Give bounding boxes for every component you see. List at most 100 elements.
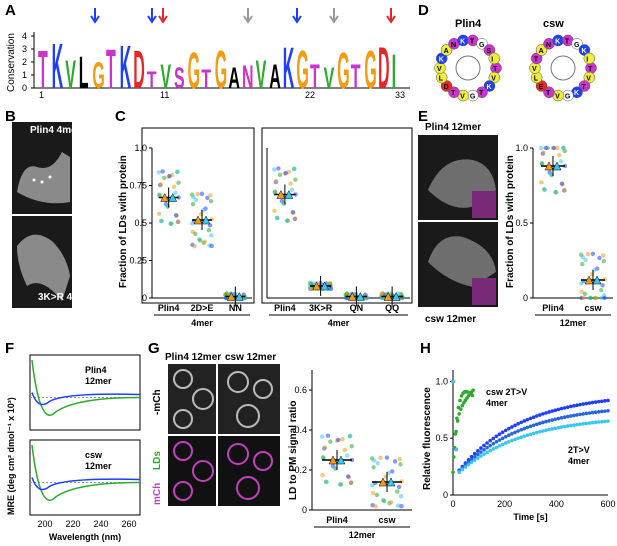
logo-arrow (147, 8, 157, 24)
h-point-2tv (528, 416, 533, 421)
data-point (200, 208, 206, 213)
f-green-curve (31, 444, 141, 501)
h-point-2tv (491, 436, 496, 441)
micrograph-g-plin4-merge (168, 436, 216, 506)
h-point-2tv (482, 452, 486, 456)
panel-h-letter: H (420, 340, 431, 357)
panel-e-letter: E (418, 108, 429, 125)
data-point (272, 189, 278, 194)
data-point (594, 295, 599, 301)
logo-xtick-label: 11 (160, 90, 169, 100)
data-point (328, 439, 333, 444)
data-point (175, 169, 180, 174)
f-xtick-label: 220 (65, 519, 80, 529)
h-ytick-label: 0 (443, 490, 448, 500)
h-point-2tv (575, 413, 579, 417)
data-point (600, 283, 605, 288)
h-point-2tv (600, 399, 604, 404)
ytick-label: 0.4 (294, 425, 307, 435)
h-point-csw (459, 394, 464, 398)
replicate-triangle (193, 215, 203, 225)
h-point-2tv (503, 428, 508, 433)
logo-letter: G (92, 56, 104, 98)
wheel-residue-letter: V (491, 76, 496, 83)
ytick-label: 0.2 (294, 465, 307, 475)
h-point-2tv (503, 441, 508, 445)
h-point-2tv (606, 398, 610, 403)
h-point-2tv (500, 442, 505, 447)
replicate-triangle (284, 189, 294, 199)
replicate-triangle (355, 291, 365, 301)
data-point (542, 187, 548, 192)
data-point (344, 453, 350, 458)
data-point (277, 172, 283, 178)
data-point (283, 170, 288, 176)
replicate-triangle (592, 275, 602, 285)
wheel-residue-letter: V (460, 94, 465, 101)
data-point (176, 180, 181, 185)
f-xtick-label: 240 (93, 519, 108, 529)
h-point-2tv (469, 454, 474, 459)
data-point (292, 166, 297, 171)
data-point (190, 202, 196, 207)
data-point (348, 433, 353, 439)
data-point (322, 445, 328, 450)
h-point-2tv (596, 420, 601, 424)
data-point (176, 195, 181, 200)
wheel-residue-letter: T (534, 56, 539, 63)
micrograph-g-csw-merge (218, 436, 280, 506)
data-point (276, 166, 281, 171)
data-point (558, 159, 564, 164)
micrograph-csw-12mer-label: csw 12mer (425, 314, 477, 325)
wheel-csw-title: csw (543, 18, 564, 30)
h-point-2tv (547, 418, 551, 423)
f-xlabel: Wavelength (nm) (49, 532, 121, 542)
c-ylabel: Fraction of LDs with protein (118, 155, 129, 288)
h-point-2tv (485, 450, 489, 455)
replicate-triangle (234, 291, 244, 301)
h-point-2tv (534, 430, 539, 435)
wheel-residue (578, 80, 591, 92)
data-point (580, 254, 585, 260)
h-point-2tv (603, 399, 607, 403)
h-ytick-label: 0.5 (435, 433, 448, 443)
data-point (320, 473, 325, 478)
wheel-residue-letter: T (546, 90, 551, 97)
e-ylabel: Fraction of LDs with protein (505, 155, 516, 288)
replicate-triangle (584, 275, 594, 285)
chart-panel-f: MRE (deg cm² dmol⁻¹ x 10³) Plin412mercsw… (6, 354, 141, 542)
wheel-residue-letter: T (588, 66, 593, 73)
data-point (379, 291, 384, 297)
logo-letter: V (65, 53, 76, 98)
h-series2-label: 2T>V (568, 445, 590, 455)
h-point-2tv (494, 434, 499, 439)
h-point-2tv (596, 410, 601, 414)
data-point (392, 459, 398, 464)
h-point-2tv (553, 426, 558, 431)
category-label: 3K>R (309, 303, 333, 313)
h-xtick-label: 600 (600, 499, 615, 509)
logo-letter: G (364, 41, 376, 100)
data-point (325, 433, 331, 438)
h-point-2tv (534, 414, 539, 418)
data-point (209, 233, 214, 238)
wheel-residue (440, 44, 453, 56)
h-point-csw (458, 398, 462, 403)
logo-arrow (243, 8, 253, 24)
data-point (588, 295, 593, 301)
wheel-residue-letter: T (581, 84, 586, 91)
h-point-2tv (600, 409, 604, 414)
data-point (324, 479, 329, 485)
f-blue-curve (31, 477, 141, 491)
wheel-residue-letter: V (555, 94, 560, 101)
data-point (375, 461, 380, 466)
data-point (342, 447, 348, 453)
h-point-2tv (569, 414, 573, 418)
h-point-2tv (581, 421, 585, 426)
h-point-2tv (460, 467, 465, 472)
data-point (285, 218, 290, 223)
h-point-2tv (476, 456, 480, 460)
f-label: 12mer (85, 461, 112, 471)
logo-ytick-label: 0 (22, 83, 27, 93)
